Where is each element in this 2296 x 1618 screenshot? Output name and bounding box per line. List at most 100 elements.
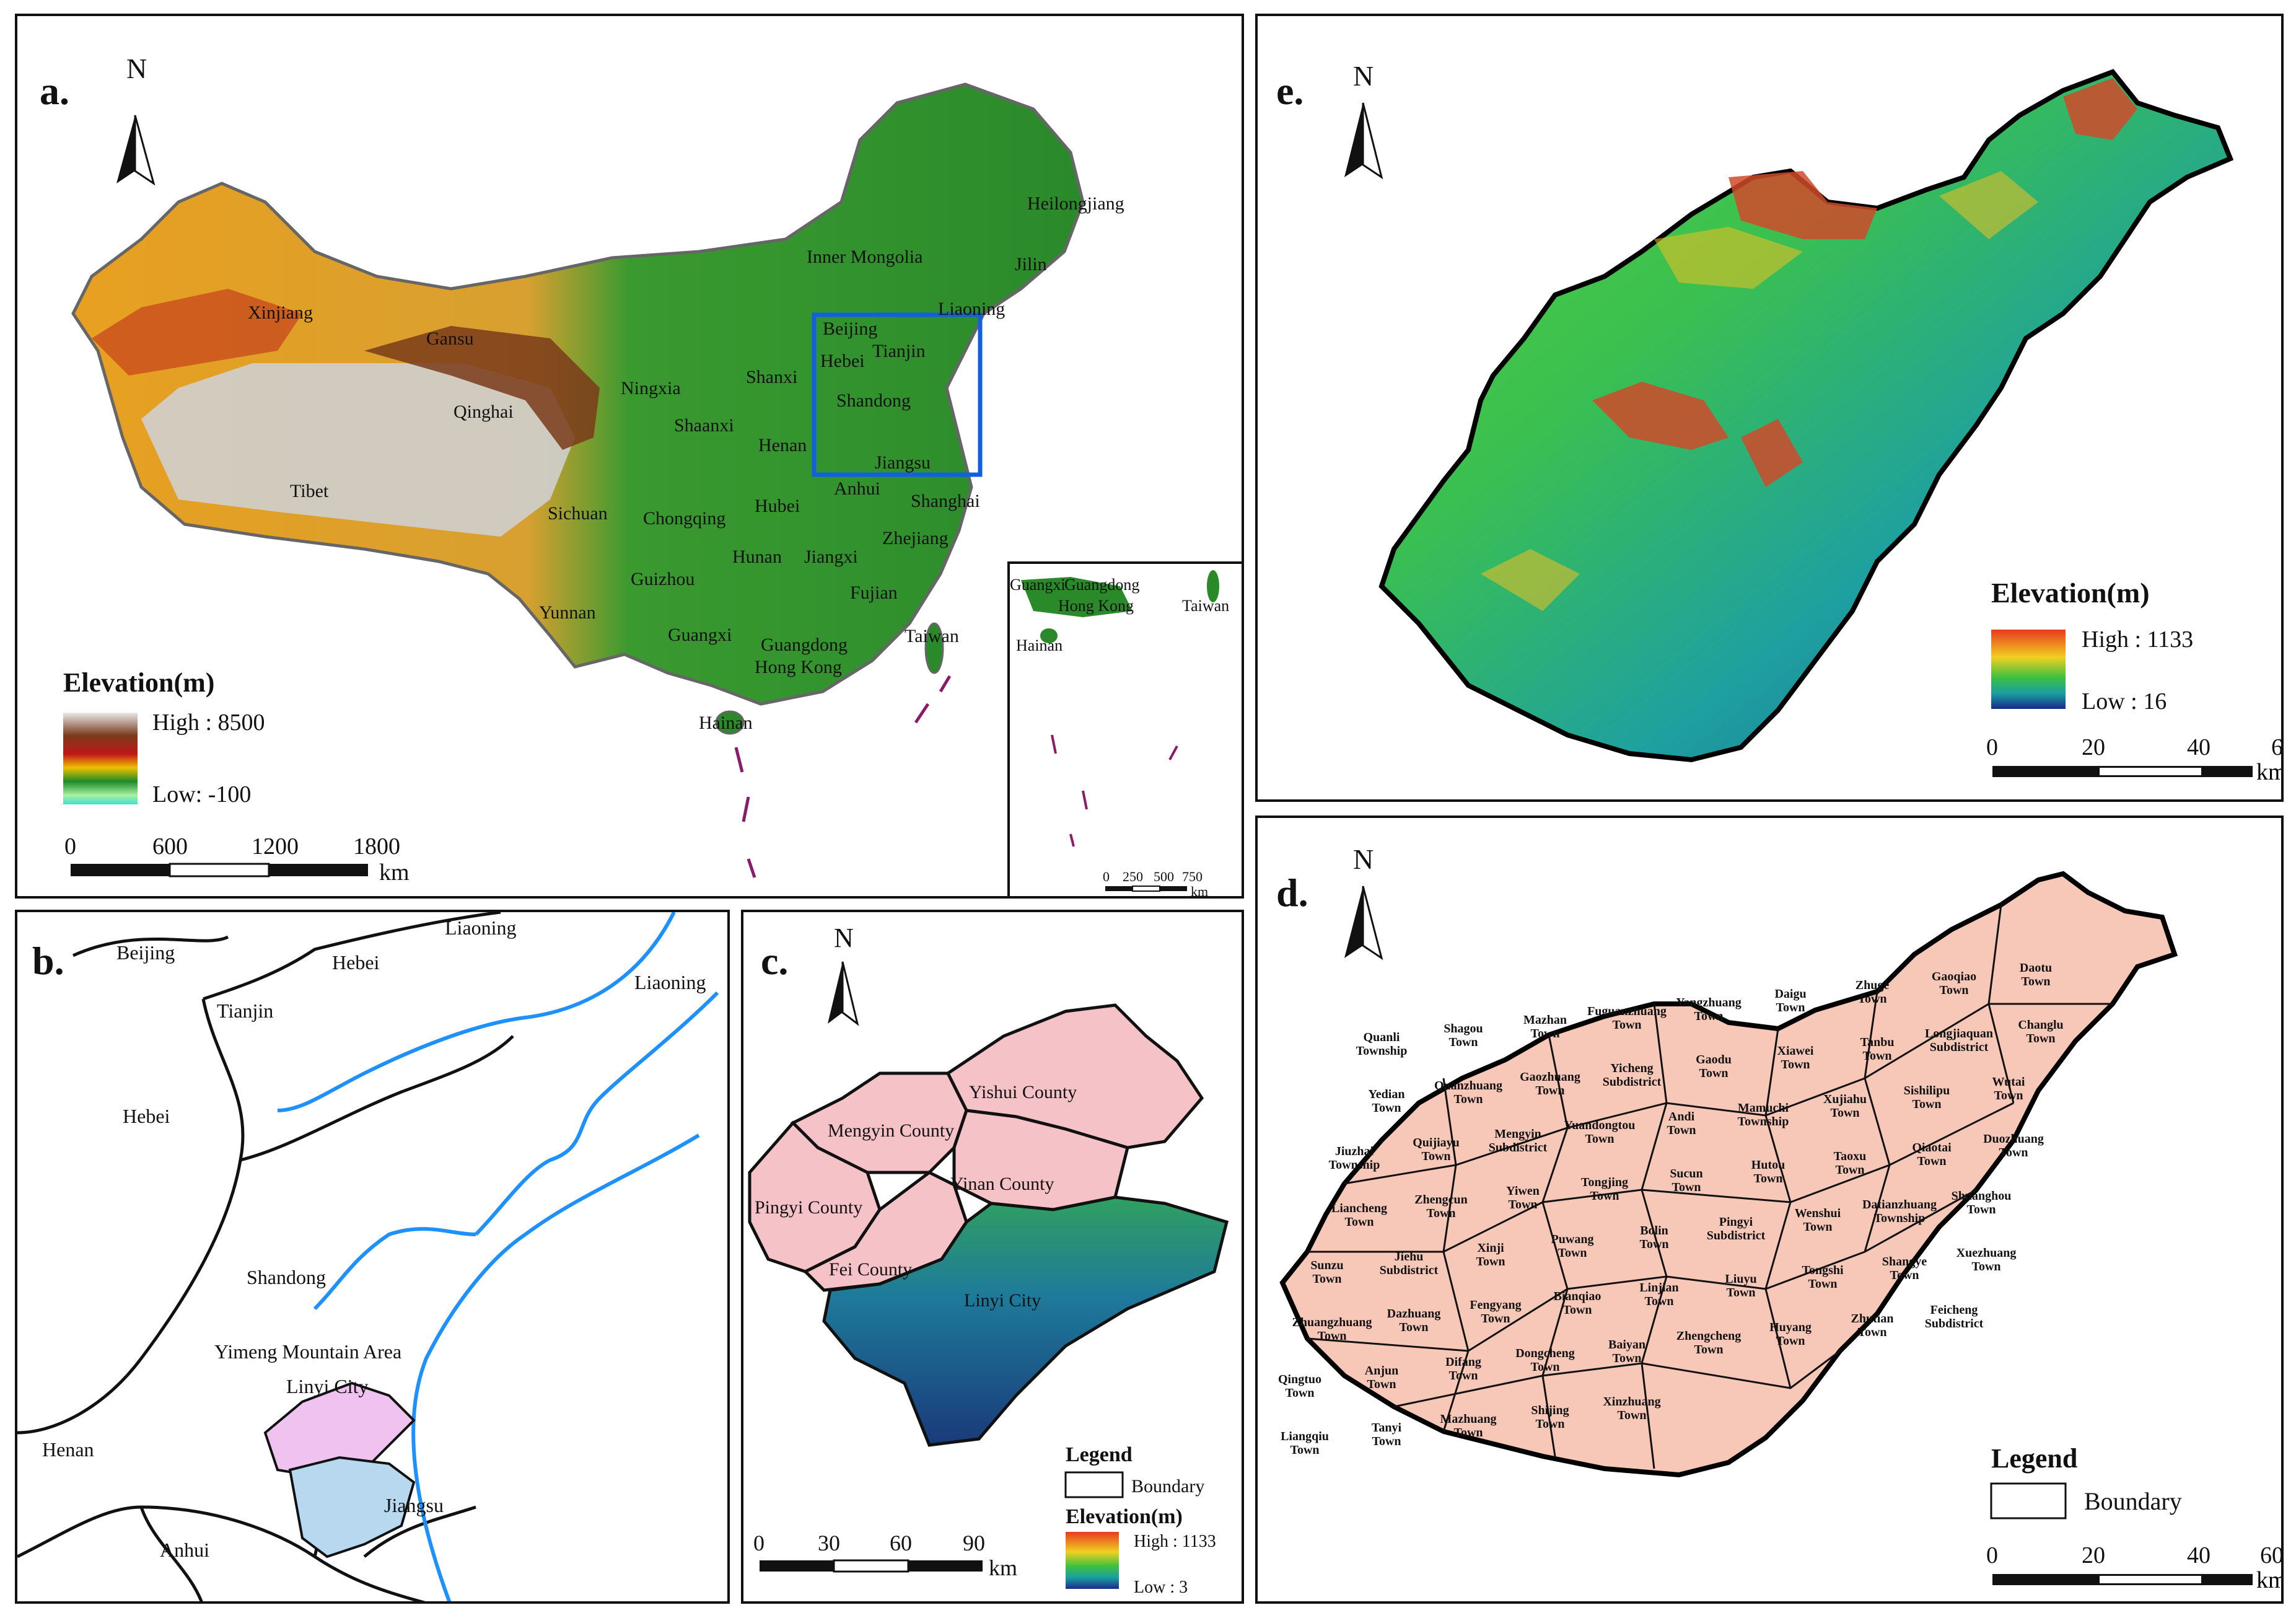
svg-text:Qinghai: Qinghai — [454, 402, 514, 422]
town-label: Mazhuang Town — [1440, 1412, 1496, 1440]
panel-a-china-elevation: N a. Xinjiang Gansu Qinghai Tibet Ningxi… — [15, 14, 1244, 899]
svg-text:N: N — [1353, 60, 1374, 92]
region-labels: Beijing Tianjin Hebei Liaoning Liaoning … — [42, 917, 706, 1561]
town-label: Quijiayu Town — [1413, 1136, 1460, 1163]
scale-bar: 0 600 1200 1800 km — [64, 833, 410, 886]
svg-text:Ningxia: Ningxia — [621, 378, 681, 398]
china-map-svg: N a. Xinjiang Gansu Qinghai Tibet Ningxi… — [40, 53, 1242, 899]
svg-text:Linyi City: Linyi City — [286, 1375, 368, 1397]
town-label: Jiuzhai Township — [1329, 1145, 1380, 1172]
town-label: Mamuchi Township — [1738, 1101, 1789, 1128]
svg-text:Shanghai: Shanghai — [911, 491, 980, 511]
elevation-ramp — [1991, 630, 2066, 709]
svg-text:Guizhou: Guizhou — [631, 569, 694, 589]
town-label: Quanli Township — [1356, 1031, 1408, 1058]
svg-text:Boundary: Boundary — [2084, 1487, 2182, 1515]
svg-text:Tibet: Tibet — [290, 481, 329, 501]
svg-text:Jiangxi: Jiangxi — [804, 547, 858, 567]
svg-text:750: 750 — [1182, 869, 1203, 884]
svg-text:90: 90 — [963, 1531, 985, 1555]
south-china-sea-inset — [1007, 561, 1242, 896]
svg-text:km: km — [1191, 884, 1208, 899]
north-label: N — [126, 53, 147, 84]
svg-text:Hong Kong: Hong Kong — [1058, 597, 1134, 615]
town-label: Longjiaquan Subdistrict — [1925, 1027, 1993, 1054]
svg-text:Linyi City: Linyi City — [964, 1290, 1041, 1311]
inset-scale-bar: 0 250 500 750 km — [1103, 869, 1208, 899]
svg-text:Hebei: Hebei — [820, 351, 865, 371]
svg-text:Anhui: Anhui — [834, 478, 880, 499]
town-label: Duozhuang Town — [1983, 1132, 2044, 1159]
county-labels: Yishui County Mengyin County Yinan Count… — [755, 1082, 1077, 1311]
town-label: Daigu Town — [1774, 987, 1806, 1014]
svg-text:0: 0 — [1986, 734, 1998, 760]
town-label: Yangzhuang Town — [1676, 996, 1742, 1023]
svg-text:Tianjin: Tianjin — [872, 341, 926, 361]
town-label: Bianqiao Town — [1554, 1290, 1602, 1317]
svg-text:Shanxi: Shanxi — [746, 367, 797, 387]
svg-text:Guangdong: Guangdong — [761, 635, 848, 655]
town-label: Shijing Town — [1531, 1404, 1569, 1431]
high-elevation-patches — [1592, 78, 2137, 487]
town-label: Puwang Town — [1551, 1233, 1594, 1260]
town-label: Sunzu Town — [1310, 1259, 1343, 1286]
svg-text:N: N — [1353, 843, 1374, 875]
town-label: Hutou Town — [1751, 1158, 1785, 1185]
town-label: Jiehu Subdistrict — [1380, 1250, 1439, 1277]
taiwan-island — [924, 622, 944, 674]
svg-text:Guangxi: Guangxi — [668, 625, 732, 645]
svg-text:Hainan: Hainan — [699, 713, 753, 733]
legend-title: Legend — [1066, 1443, 1133, 1466]
svg-text:Beijing: Beijing — [116, 941, 175, 964]
svg-text:Xinjiang: Xinjiang — [248, 302, 313, 323]
legend-title: Elevation(m) — [63, 667, 214, 698]
town-label: Quanzhuang Town — [1434, 1079, 1502, 1106]
svg-text:Taiwan: Taiwan — [1182, 597, 1229, 615]
svg-text:Yimeng Mountain Area: Yimeng Mountain Area — [214, 1340, 401, 1363]
legend-title: Elevation(m) — [1991, 577, 2150, 609]
svg-text:Fei County: Fei County — [829, 1259, 912, 1280]
svg-text:Elevation(m): Elevation(m) — [1066, 1505, 1183, 1528]
svg-text:0: 0 — [64, 833, 76, 860]
svg-text:Pingyi County: Pingyi County — [755, 1197, 862, 1218]
linyi-counties-svg: N c. Yishui County Mengyin County Yinan … — [748, 923, 1229, 1597]
town-label: Xuezhuang Town — [1956, 1246, 2017, 1273]
svg-text:Henan: Henan — [758, 435, 807, 455]
svg-text:km: km — [989, 1555, 1017, 1580]
svg-text:High : 8500: High : 8500 — [152, 710, 265, 736]
svg-text:600: 600 — [152, 833, 188, 860]
svg-text:0: 0 — [753, 1531, 765, 1555]
svg-text:40: 40 — [2187, 1542, 2211, 1568]
svg-text:Anhui: Anhui — [160, 1539, 209, 1561]
north-arrow-icon — [1344, 102, 1383, 180]
panel-d-letter: d. — [1276, 871, 1308, 915]
svg-text:0: 0 — [1986, 1542, 1998, 1568]
svg-text:1800: 1800 — [353, 833, 400, 860]
svg-text:Heilongjiang: Heilongjiang — [1027, 193, 1124, 214]
svg-text:Jilin: Jilin — [1015, 254, 1047, 275]
region-map-svg: b. Beijing Tianjin Hebei Liaoning Liaoni… — [17, 912, 719, 1601]
svg-text:Liaoning: Liaoning — [634, 971, 706, 993]
xinjiang-red — [92, 289, 302, 376]
svg-text:Low: -100: Low: -100 — [152, 781, 251, 807]
panel-c-letter: c. — [761, 939, 788, 983]
town-label: Bolin Town — [1639, 1224, 1668, 1251]
town-label: Zhengcun Town — [1414, 1193, 1468, 1220]
town-label: Shuanghou Town — [1952, 1189, 2012, 1216]
svg-text:Guangxi: Guangxi — [1010, 576, 1066, 594]
svg-text:Gansu: Gansu — [426, 328, 474, 349]
qinghai-brown — [364, 326, 600, 450]
svg-text:Taiwan: Taiwan — [905, 626, 959, 646]
town-label: Shangye Town — [1882, 1255, 1927, 1282]
svg-text:Hebei: Hebei — [123, 1105, 170, 1127]
town-label: Anjun Town — [1365, 1364, 1398, 1391]
town-label: Liuyu Town — [1725, 1272, 1756, 1299]
town-label: Huyang Town — [1769, 1321, 1812, 1348]
town-label: Xinzhuang Town — [1603, 1395, 1660, 1422]
svg-text:Henan: Henan — [42, 1438, 94, 1461]
town-label: Yuandongtou Town — [1564, 1119, 1636, 1146]
town-label: Andi Town — [1667, 1110, 1696, 1137]
svg-text:Hebei: Hebei — [332, 951, 380, 974]
svg-text:Low : 3: Low : 3 — [1134, 1578, 1188, 1597]
town-label: Feicheng Subdistrict — [1925, 1303, 1984, 1330]
